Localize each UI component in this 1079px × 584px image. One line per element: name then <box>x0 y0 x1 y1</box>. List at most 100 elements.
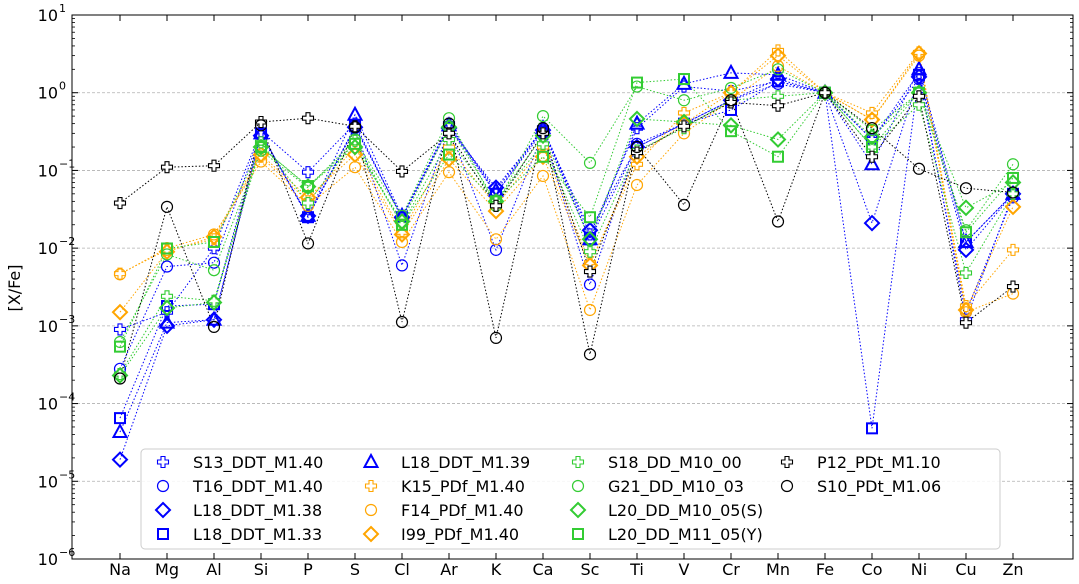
series-line <box>119 92 1014 375</box>
x-tick-label: Cr <box>722 560 740 579</box>
data-point <box>113 268 127 281</box>
data-point <box>301 166 315 179</box>
data-point <box>772 75 784 88</box>
x-axis: Na Mg Al Si P S Cl Ar K Ca Sc Ti V Cr Mn Fe Co Ni Cu Zn <box>109 15 1024 579</box>
data-point <box>348 121 362 134</box>
data-point <box>583 265 597 278</box>
data-point <box>255 141 267 154</box>
legend-marker <box>364 479 378 493</box>
data-point <box>207 320 221 333</box>
data-point <box>1006 280 1020 293</box>
y-tick-label: 10 <box>38 550 58 569</box>
data-point <box>395 209 409 222</box>
data-point <box>158 313 176 329</box>
data-point <box>160 161 174 174</box>
data-point <box>771 60 785 73</box>
y-tick-label: 10 <box>38 472 58 491</box>
data-point <box>912 98 926 111</box>
data-point <box>442 127 456 140</box>
y-tick-label: 10 <box>38 84 58 103</box>
x-tick-label: Sc <box>581 560 600 579</box>
data-point <box>677 94 691 107</box>
data-point <box>111 451 129 469</box>
data-point <box>769 131 787 148</box>
data-point <box>630 178 644 192</box>
x-tick-label: Al <box>206 560 221 579</box>
legend-label: S10_PDt_M1.06 <box>817 477 941 497</box>
x-tick-label: K <box>491 560 502 579</box>
legend-label: L20_DD_M10_05(S) <box>608 501 763 521</box>
series-line <box>119 75 1014 460</box>
x-tick-label: Zn <box>1002 560 1023 579</box>
data-point <box>536 110 550 123</box>
data-point <box>346 105 364 121</box>
legend-marker <box>157 528 169 540</box>
legend-label: L18_DDT_M1.38 <box>193 501 322 521</box>
series-markers <box>111 44 1022 469</box>
data-point <box>346 146 364 163</box>
series-line <box>119 49 1014 308</box>
data-point <box>113 197 127 210</box>
y-tick-label: 10 <box>38 6 58 25</box>
data-point <box>395 259 409 272</box>
y-tick-exponent: −5 <box>59 468 75 481</box>
data-point <box>959 266 973 279</box>
y-tick-exponent: −1 <box>59 157 75 170</box>
data-point <box>207 256 221 269</box>
data-point <box>536 169 550 183</box>
data-point <box>1006 158 1020 171</box>
data-point <box>722 63 740 79</box>
data-point <box>254 119 268 132</box>
x-tick-label: Ar <box>440 560 458 579</box>
legend-box <box>140 448 1001 550</box>
data-point <box>583 348 597 361</box>
data-point <box>1006 186 1020 199</box>
x-tick-label: Cl <box>394 560 410 579</box>
data-point <box>769 47 787 65</box>
data-point <box>113 372 127 385</box>
legend-label: K15_PDf_M1.40 <box>401 477 525 497</box>
data-point <box>581 230 599 246</box>
data-point <box>348 161 362 174</box>
data-point <box>630 140 644 154</box>
series-line <box>119 68 1014 343</box>
legend-marker <box>571 479 585 493</box>
data-point <box>583 303 597 317</box>
series-line <box>119 67 1014 433</box>
data-point <box>111 422 129 439</box>
y-tick-exponent: −6 <box>59 546 75 559</box>
legend-marker <box>569 501 587 519</box>
data-point <box>208 235 220 248</box>
y-tick-label: 10 <box>38 395 58 414</box>
data-point <box>301 197 315 210</box>
legend-marker <box>780 455 794 469</box>
data-point <box>349 137 361 150</box>
data-point <box>677 120 691 133</box>
y-tick-exponent: −3 <box>59 313 75 326</box>
data-point <box>583 245 597 258</box>
data-point <box>395 315 409 329</box>
data-point <box>771 99 785 112</box>
data-point <box>865 122 879 135</box>
data-point <box>396 218 408 231</box>
series-lines <box>119 49 1014 460</box>
y-tick-exponent: −2 <box>59 235 75 248</box>
data-point <box>677 198 691 212</box>
data-point <box>581 221 599 239</box>
data-point <box>722 116 740 134</box>
x-tick-label: Ti <box>629 560 644 579</box>
data-point <box>301 112 315 125</box>
data-point <box>584 211 596 224</box>
data-point <box>912 90 926 103</box>
data-point <box>818 86 832 99</box>
data-point <box>1007 171 1019 184</box>
data-point <box>301 237 315 250</box>
data-point <box>443 148 455 161</box>
data-point <box>910 45 928 62</box>
data-point <box>205 311 223 329</box>
y-tick-exponent: 1 <box>59 2 66 15</box>
data-point <box>489 233 503 246</box>
data-point <box>393 226 411 243</box>
data-point <box>160 200 174 213</box>
